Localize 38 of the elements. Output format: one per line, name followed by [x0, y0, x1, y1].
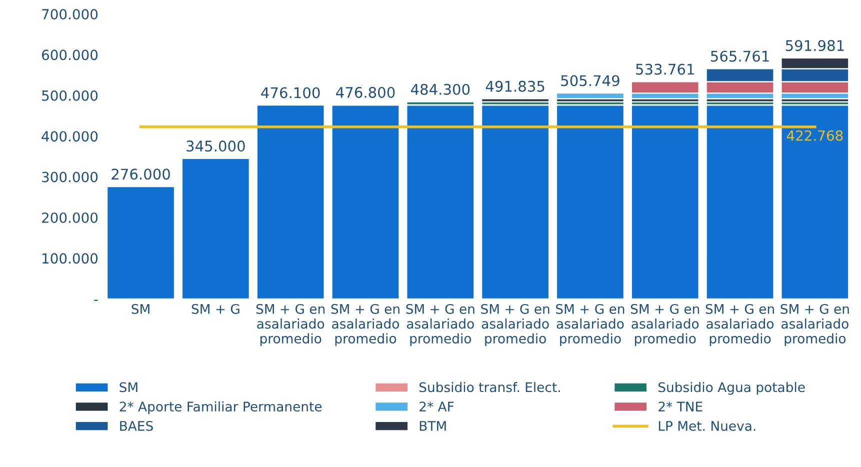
legend-label: 2* Aporte Familiar Permanente — [120, 401, 322, 414]
total-label: 345.000 — [186, 140, 245, 152]
legend-label: 2* AF — [420, 402, 454, 412]
y-tick-label: 500.000 — [42, 90, 98, 101]
x-tick-label: SM + G — [192, 304, 240, 314]
legend-label: 2* TNE — [658, 402, 702, 412]
y-tick-label: 400.000 — [42, 131, 98, 142]
y-tick-label: 700.000 — [42, 8, 98, 20]
legend-label: BAES — [120, 420, 153, 431]
total-label: 591.981 — [786, 40, 844, 52]
legend-label: Subsidio Agua potable — [658, 382, 805, 395]
legend-label: BTM — [420, 421, 446, 431]
x-tick-label: SM + G en asalariado promedio — [556, 304, 624, 346]
total-label: 565.761 — [711, 50, 769, 62]
y-tick-label: 600.000 — [42, 50, 98, 60]
total-label: 484.300 — [410, 84, 470, 95]
x-tick-label: SM + G en asalariado promedio — [256, 304, 325, 346]
data-label: 422.768 — [786, 130, 843, 141]
x-tick-label: SM + G en asalariado promedio — [630, 304, 700, 346]
legend-label: Subsidio transf. Elect. — [419, 382, 560, 392]
total-label: 533.761 — [636, 64, 694, 75]
x-tick-label: SM — [132, 304, 150, 314]
x-tick-label: SM + G en asalariado promedio — [406, 304, 474, 346]
x-tick-label: SM + G en asalariado promedio — [706, 304, 774, 346]
x-tick-label: SM + G en asalariado promedio — [331, 304, 400, 346]
y-tick-label: 200.000 — [42, 212, 98, 223]
total-label: 476.800 — [336, 86, 395, 98]
y-tick-label: 100.000 — [42, 253, 98, 264]
legend-label: SM — [120, 382, 138, 392]
y-tick-label: - — [94, 300, 98, 301]
x-tick-label: SM + G en asalariado promedio — [481, 304, 550, 346]
legend-label: LP Met. Nueva. — [658, 421, 756, 431]
x-tick-label: SM + G en asalariado promedio — [780, 304, 849, 346]
total-label: 491.835 — [486, 80, 544, 92]
total-label: 276.000 — [112, 168, 170, 180]
total-label: 505.749 — [561, 75, 620, 86]
y-tick-label: 300.000 — [42, 172, 98, 182]
total-label: 476.100 — [261, 87, 320, 98]
